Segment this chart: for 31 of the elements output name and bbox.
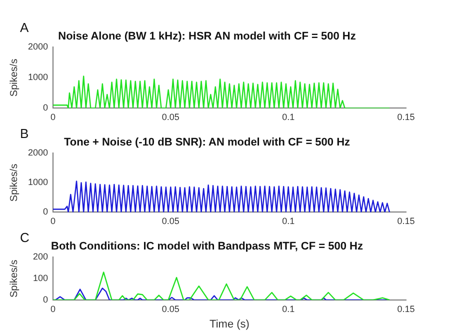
x-tick-label: 0.15 xyxy=(397,216,415,226)
y-axis-title: Spikes/s xyxy=(8,164,20,202)
y-tick-label: 1000 xyxy=(28,72,48,82)
chart-title: Noise Alone (BW 1 kHz): HSR AN model with CF = 500 Hz xyxy=(58,30,356,43)
text: C xyxy=(20,230,30,246)
x-tick-label: 0 xyxy=(50,304,56,314)
chart-title: Tone + Noise (-10 dB SNR): AN model with CF = 500 Hz xyxy=(64,136,351,149)
y-tick-label: 1000 xyxy=(28,177,48,188)
text: A xyxy=(20,20,29,36)
y-tick-label: 0 xyxy=(42,294,48,304)
x-tick-label: 0.05 xyxy=(162,216,180,226)
x-axis-title: Time (s) xyxy=(210,318,250,330)
x-tick-label: 0 xyxy=(50,112,56,122)
y-tick-label: 200 xyxy=(32,252,48,262)
y-axis-title: Spikes/s xyxy=(8,260,20,298)
y-tick-label: 2000 xyxy=(28,148,48,158)
x-tick-label: 0.1 xyxy=(282,112,295,122)
x-tick-label: 0.1 xyxy=(282,216,295,226)
x-tick-label: 0.15 xyxy=(397,112,415,122)
text: B xyxy=(20,126,29,142)
chart-title: Both Conditions: IC model with Bandpass MTF, CF = 500 Hz xyxy=(51,240,364,253)
y-tick-label: 100 xyxy=(32,273,48,284)
y-tick-label: 0 xyxy=(42,102,48,113)
y-tick-label: 0 xyxy=(42,206,48,217)
x-tick-label: 0.15 xyxy=(397,304,415,314)
x-tick-label: 0.05 xyxy=(162,304,180,314)
x-tick-label: 0 xyxy=(50,216,56,226)
y-axis-title: Spikes/s xyxy=(8,58,20,97)
y-tick-label: 2000 xyxy=(28,42,48,52)
x-tick-label: 0.1 xyxy=(282,304,295,314)
x-tick-label: 0.05 xyxy=(162,112,180,122)
